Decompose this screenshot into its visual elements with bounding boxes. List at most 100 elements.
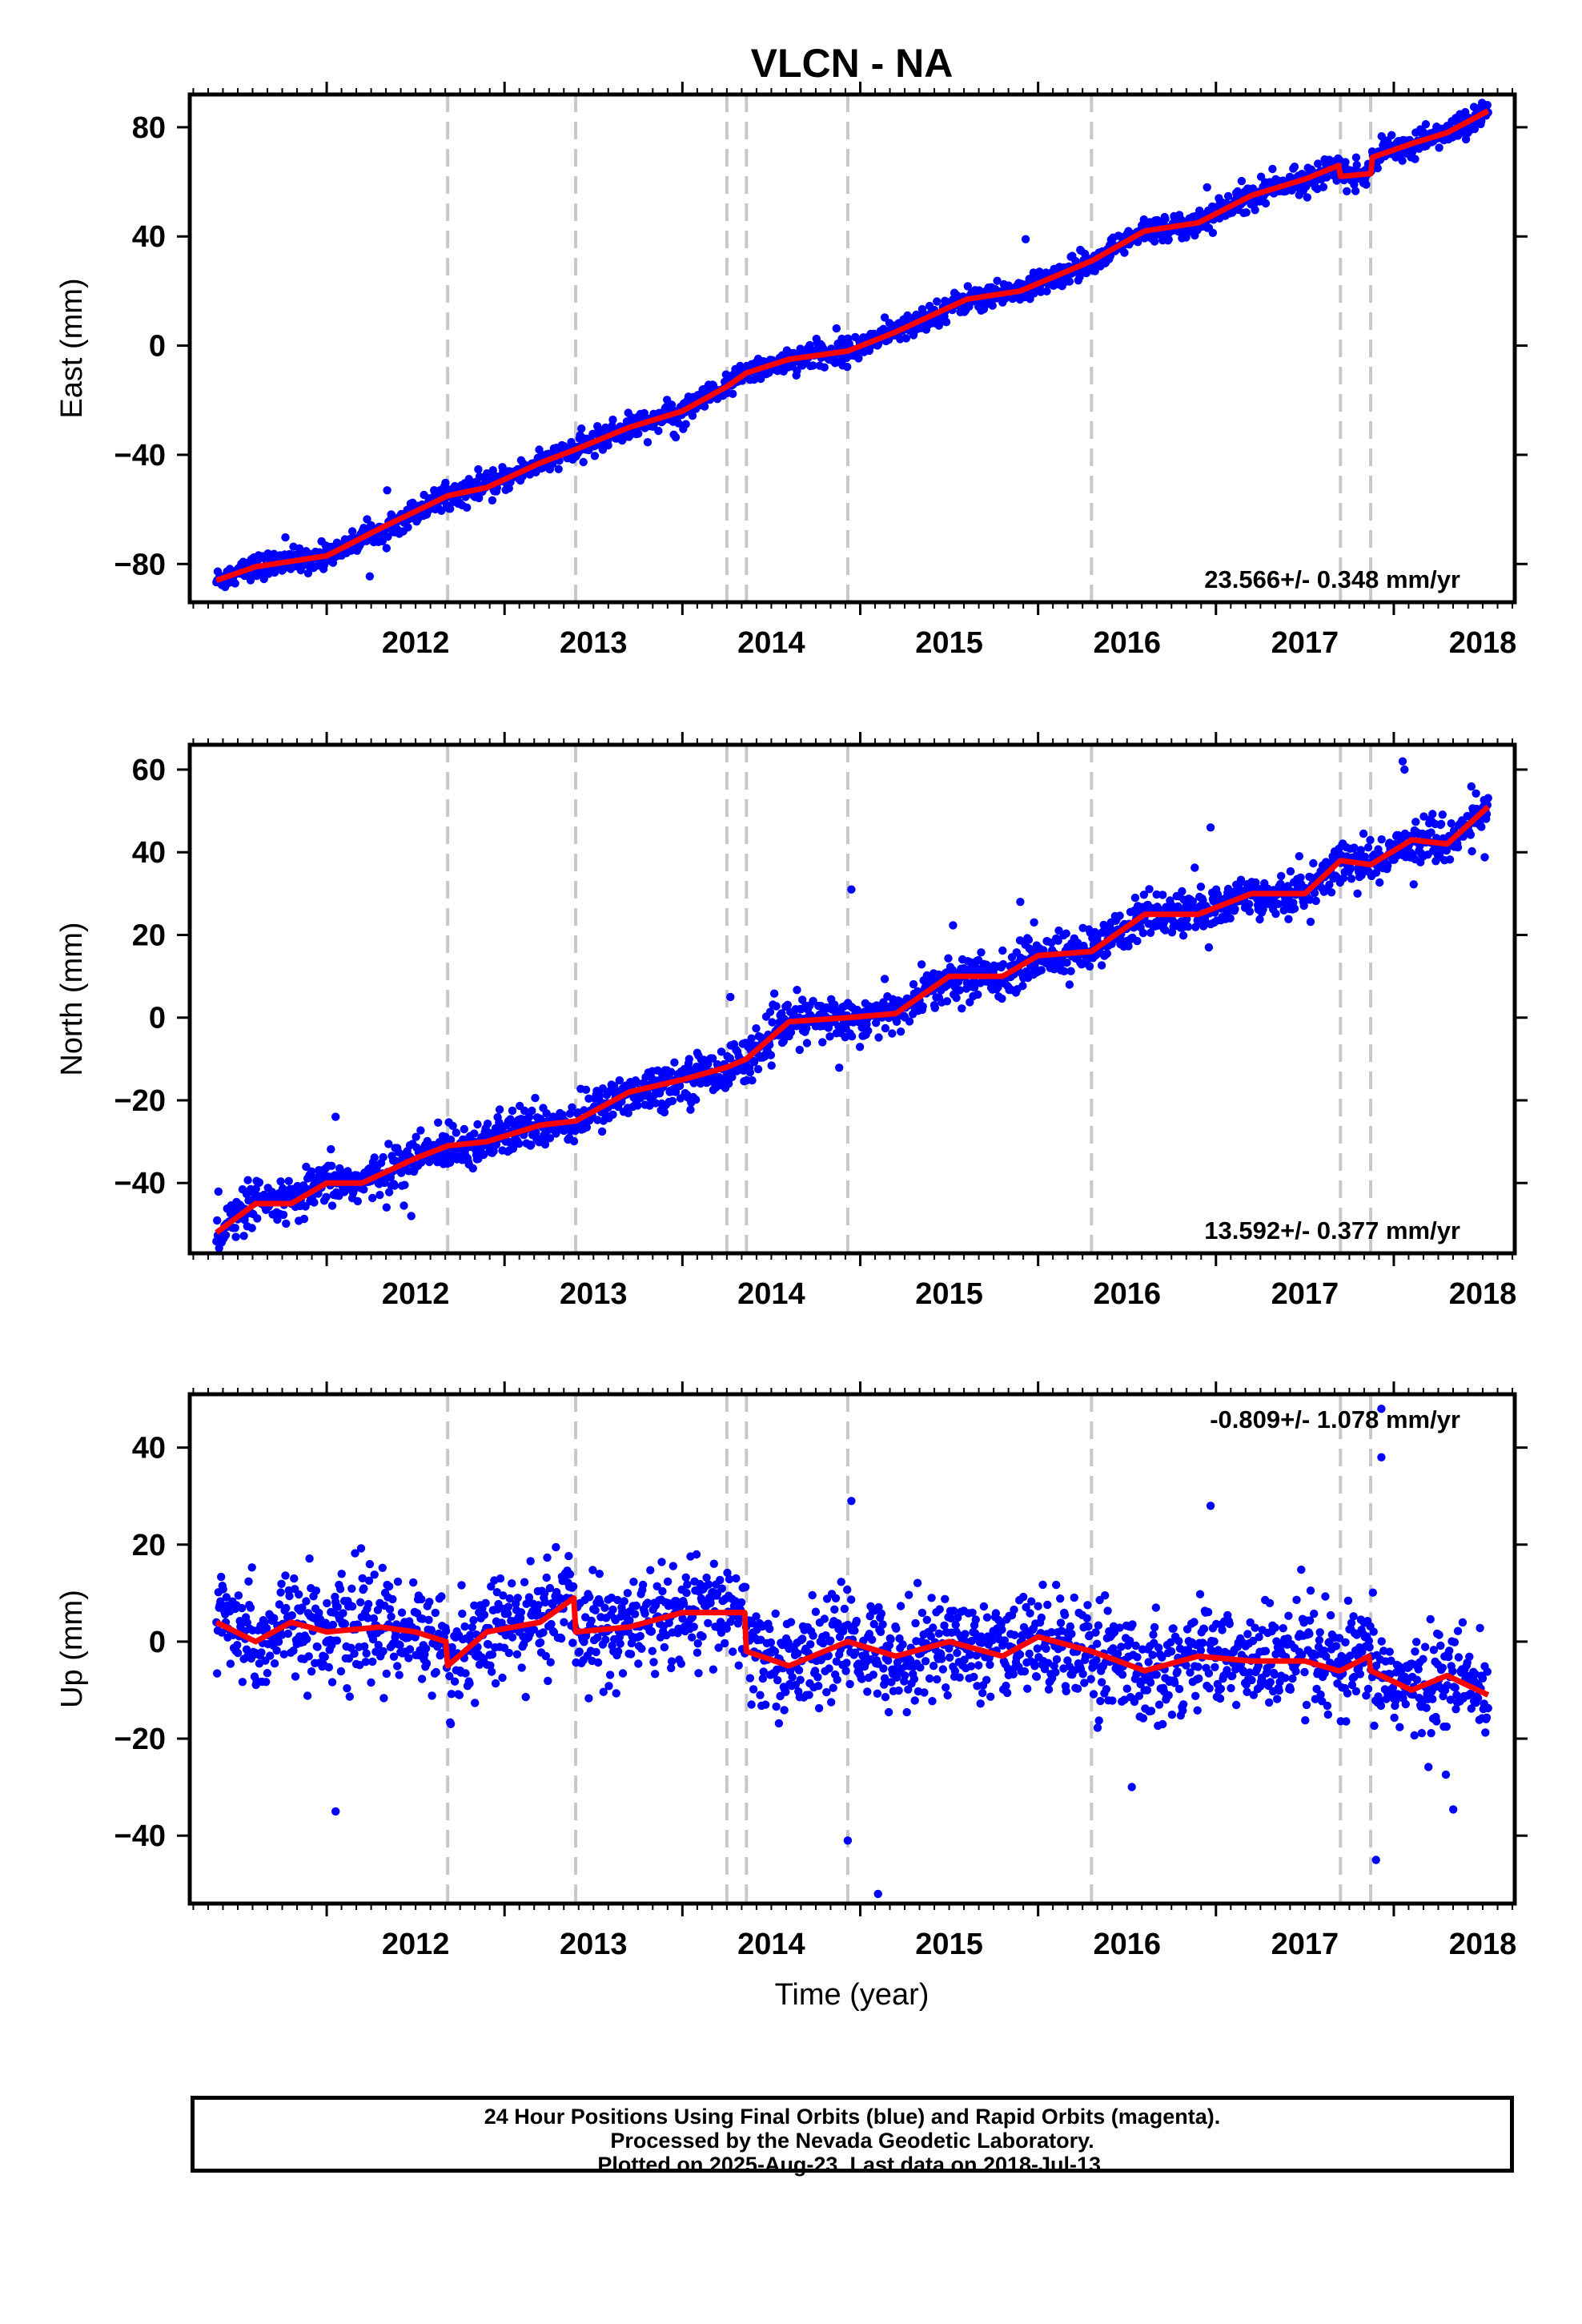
data-point (892, 1017, 901, 1027)
data-point (568, 1103, 576, 1112)
data-point (531, 1093, 540, 1103)
data-point (303, 1691, 312, 1700)
data-point (1124, 942, 1133, 951)
data-point (299, 1214, 309, 1224)
data-point (1373, 163, 1382, 173)
data-point (624, 1108, 632, 1118)
data-point (608, 415, 617, 424)
data-point (683, 1580, 692, 1589)
data-point (327, 1678, 337, 1687)
data-point (1363, 843, 1373, 852)
data-point (1445, 855, 1455, 864)
data-point (593, 1116, 602, 1124)
outlier-point (1398, 757, 1407, 766)
data-point (1138, 928, 1148, 938)
data-point (368, 1193, 377, 1203)
data-point (837, 334, 846, 344)
data-point (239, 1232, 248, 1240)
data-point (591, 1606, 600, 1615)
data-point (404, 523, 412, 532)
data-point (495, 1105, 504, 1114)
data-point (918, 1002, 927, 1011)
data-point (363, 515, 371, 524)
data-point (324, 1663, 333, 1672)
data-point (277, 1579, 286, 1589)
data-point (480, 1610, 489, 1619)
data-point (221, 1231, 231, 1240)
data-point (311, 1586, 321, 1595)
data-point (597, 1127, 607, 1136)
data-point (748, 1076, 757, 1085)
data-point (944, 954, 953, 963)
data-point (542, 1573, 551, 1582)
data-point (437, 1592, 446, 1601)
data-point (327, 1201, 337, 1210)
data-point (364, 1599, 373, 1609)
data-point (474, 464, 483, 474)
rate-label: 23.566+/- 0.348 mm/yr (1204, 565, 1460, 593)
data-point (988, 301, 997, 310)
data-point (275, 1600, 284, 1609)
data-point (632, 1601, 640, 1610)
data-point (757, 374, 765, 384)
data-point (487, 1667, 496, 1676)
data-point (370, 1570, 379, 1579)
x-tick-label: 2013 (560, 626, 628, 660)
data-point (689, 1622, 698, 1631)
data-point (508, 1579, 516, 1588)
data-point (1421, 120, 1431, 129)
data-point (263, 1669, 272, 1678)
x-tick-label: 2017 (1271, 626, 1339, 660)
data-point (491, 1679, 500, 1688)
data-point (830, 1000, 839, 1009)
data-point (219, 1585, 227, 1594)
data-point (1166, 900, 1176, 910)
data-point (1251, 206, 1259, 215)
data-point (424, 1615, 433, 1625)
data-point (335, 1585, 345, 1594)
data-point (469, 1616, 478, 1625)
data-point (1477, 117, 1486, 126)
data-point (233, 1648, 243, 1658)
data-point (328, 1620, 338, 1630)
data-point (407, 1212, 416, 1220)
data-point (359, 1185, 368, 1194)
data-point (1343, 187, 1351, 195)
data-point (379, 1647, 387, 1656)
data-point (238, 1678, 247, 1687)
data-point (382, 1203, 391, 1212)
data-point (809, 996, 817, 1006)
data-point (1183, 923, 1193, 931)
data-point (347, 1584, 356, 1594)
data-point (809, 361, 817, 370)
data-point (1161, 215, 1170, 223)
data-point (1428, 810, 1437, 818)
data-point (276, 1588, 285, 1597)
data-point (1284, 915, 1293, 923)
data-point (379, 1694, 388, 1703)
data-point (368, 1634, 378, 1644)
data-point (1356, 846, 1366, 854)
data-point (339, 1609, 347, 1618)
data-point (1223, 191, 1233, 201)
data-point (446, 1158, 455, 1168)
data-point (1226, 914, 1235, 923)
data-point (682, 1588, 691, 1598)
data-point (524, 1593, 534, 1602)
data-point (370, 1153, 379, 1162)
data-point (541, 1651, 550, 1661)
data-point (305, 1554, 314, 1563)
data-point (446, 505, 455, 513)
data-point (1480, 853, 1489, 862)
data-point (540, 1598, 550, 1607)
data-point (287, 1611, 296, 1620)
data-point (276, 1177, 285, 1186)
data-point (1251, 878, 1260, 887)
data-point (1042, 287, 1051, 296)
data-point (604, 1682, 613, 1691)
outlier-point (1206, 823, 1215, 832)
data-point (473, 1120, 482, 1129)
data-point (425, 1598, 434, 1606)
data-point (498, 1673, 507, 1683)
data-point (1351, 153, 1361, 162)
